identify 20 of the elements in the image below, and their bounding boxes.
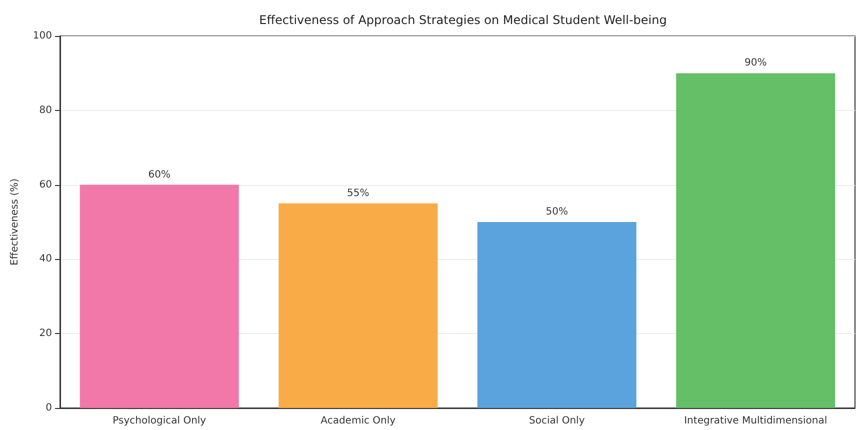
y-tick-label: 80 bbox=[39, 104, 52, 116]
x-tick-label: Psychological Only bbox=[112, 416, 206, 426]
y-tick-label: 60 bbox=[39, 179, 52, 190]
y-tick-label: 100 bbox=[32, 30, 52, 42]
data-label: 60% bbox=[148, 169, 170, 180]
bar bbox=[80, 184, 239, 408]
y-axis-title: Effectiveness (%) bbox=[10, 178, 20, 266]
x-tick-label: Academic Only bbox=[320, 416, 396, 426]
bar bbox=[676, 73, 836, 408]
y-tick-label: 0 bbox=[46, 402, 52, 414]
data-label: 55% bbox=[347, 188, 370, 199]
x-tick-label: Integrative Multidimensional bbox=[684, 416, 828, 426]
x-tick-label: Social Only bbox=[529, 416, 585, 426]
bar bbox=[278, 203, 438, 408]
data-label: 90% bbox=[744, 58, 767, 69]
bar bbox=[477, 222, 636, 408]
y-tick-label: 40 bbox=[39, 254, 52, 265]
data-label: 50% bbox=[546, 206, 568, 218]
chart-title: Effectiveness of Approach Strategies on Medical Student Well-being bbox=[259, 13, 667, 27]
y-tick-label: 20 bbox=[39, 328, 52, 340]
